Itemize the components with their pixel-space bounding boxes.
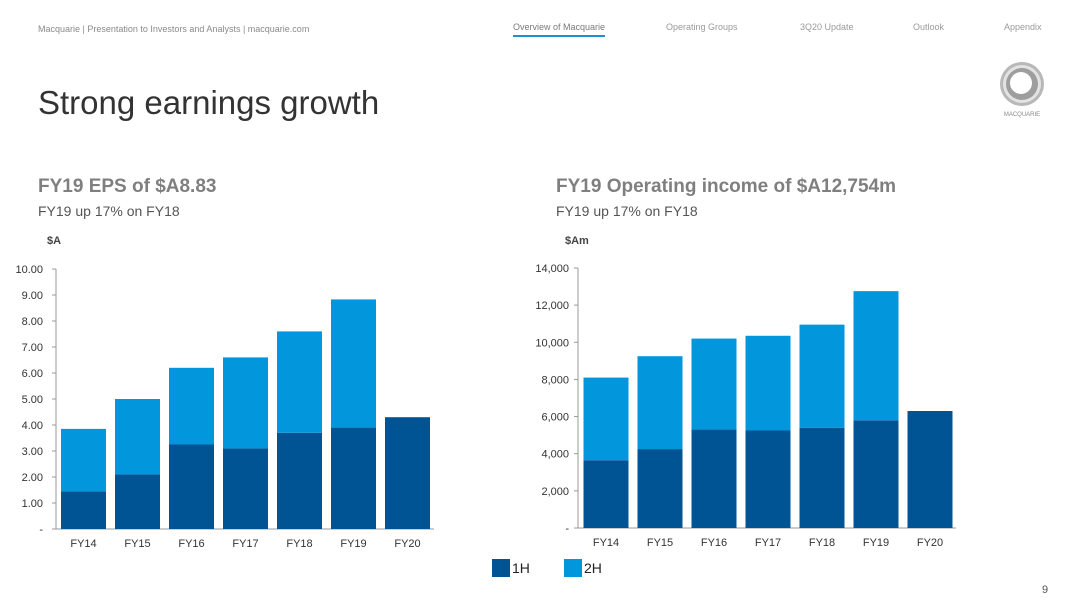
eps-unit-label: $A [47,235,62,247]
y-tick-label: 12,000 [535,300,569,312]
bar-1h-fy14 [583,460,629,528]
bar-2h-fy17 [223,357,268,449]
bar-1h-fy14 [61,491,106,529]
page-number: 9 [1042,584,1049,596]
bar-2h-fy19 [331,299,376,428]
x-tick-label: FY17 [232,538,258,550]
bar-1h-fy16 [169,444,214,529]
legend-2h-swatch [564,559,582,577]
breadcrumb: Macquarie | Presentation to Investors an… [38,24,310,34]
x-tick-label: FY18 [286,538,312,550]
svg-text:MACQUARIE: MACQUARIE [1004,112,1040,118]
bar-1h-fy15 [115,474,160,529]
page-title: Strong earnings growth [38,84,380,121]
x-tick-label: FY20 [917,537,943,549]
x-tick-label: FY18 [809,537,835,549]
bar-1h-fy18 [277,432,322,529]
y-tick-label: 14,000 [535,263,569,275]
y-tick-label: 8,000 [541,374,569,386]
eps-chart-subtitle: FY19 up 17% on FY18 [38,203,180,219]
bar-1h-fy20 [907,411,953,528]
bar-2h-fy16 [691,338,737,430]
x-tick-label: FY14 [593,537,619,549]
nav-appendix[interactable]: Appendix [1004,22,1042,32]
legend-1h-swatch [492,559,510,577]
bar-1h-fy17 [745,430,791,528]
y-tick-label: 9.00 [22,290,43,302]
y-tick-label: 6,000 [541,412,569,424]
bar-1h-fy19 [853,420,899,528]
bar-2h-fy15 [637,356,683,450]
y-tick-label: 8.00 [22,316,43,328]
bar-2h-fy15 [115,399,160,475]
nav-outlook[interactable]: Outlook [913,22,945,32]
x-tick-label: FY15 [647,537,673,549]
bar-1h-fy18 [799,427,845,528]
x-tick-label: FY15 [124,538,150,550]
y-tick-label: 10,000 [535,337,569,349]
y-tick-label: 3.00 [22,446,43,458]
y-tick-label: 5.00 [22,394,43,406]
x-tick-label: FY19 [340,538,366,550]
bar-2h-fy14 [61,428,106,492]
bar-1h-fy20 [385,417,430,529]
nav-3q20-update[interactable]: 3Q20 Update [800,22,854,32]
bar-1h-fy15 [637,449,683,528]
y-tick-label: 4,000 [541,449,569,461]
income-unit-label: $Am [565,235,589,247]
y-tick-label: 6.00 [22,368,43,380]
bar-2h-fy19 [853,291,899,421]
income-chart-subtitle: FY19 up 17% on FY18 [556,203,698,219]
x-tick-label: FY16 [701,537,727,549]
y-tick-label: - [565,523,569,535]
x-tick-label: FY20 [394,538,420,550]
bar-1h-fy19 [331,427,376,529]
y-tick-label: 1.00 [22,498,43,510]
y-tick-label: 2.00 [22,472,43,484]
bar-2h-fy18 [799,324,845,428]
nav-overview[interactable]: Overview of Macquarie [513,22,606,37]
bar-2h-fy18 [277,331,322,433]
x-tick-label: FY19 [863,537,889,549]
y-tick-label: - [39,524,43,536]
top-nav: Overview of Macquarie Operating Groups 3… [0,20,1080,42]
bar-2h-fy14 [583,377,629,461]
bar-1h-fy16 [691,429,737,528]
y-tick-label: 10.00 [15,264,43,276]
eps-chart-title: FY19 EPS of $A8.83 [38,176,217,197]
income-chart-title: FY19 Operating income of $A12,754m [556,176,897,197]
macquarie-logo: MACQUARIE [1000,62,1044,118]
x-tick-label: FY17 [755,537,781,549]
bar-2h-fy16 [169,367,214,445]
bar-2h-fy17 [745,335,791,431]
legend-2h-label: 2H [584,560,602,576]
y-tick-label: 4.00 [22,420,43,432]
bar-1h-fy17 [223,448,268,529]
x-tick-label: FY14 [70,538,96,550]
legend-1h-label: 1H [512,560,530,576]
y-tick-label: 2,000 [541,486,569,498]
x-tick-label: FY16 [178,538,204,550]
nav-operating-groups[interactable]: Operating Groups [666,22,738,32]
y-tick-label: 7.00 [22,342,43,354]
